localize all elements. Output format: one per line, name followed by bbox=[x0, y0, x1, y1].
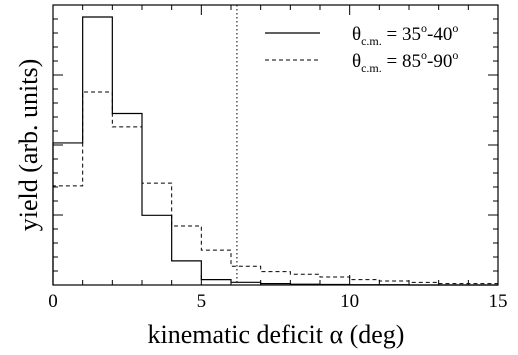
histogram-series-solid bbox=[52, 16, 498, 286]
x-tick-label: 15 bbox=[489, 291, 508, 312]
legend-label-0-sup2: o bbox=[452, 21, 458, 35]
x-axis-title: kinematic deficit α (deg) bbox=[148, 320, 405, 349]
legend-label-1-mid: = 85 bbox=[382, 51, 421, 72]
legend-label-0-base: θ bbox=[352, 24, 361, 45]
legend-label-1-sup1: o bbox=[421, 48, 427, 62]
histogram-series-dashed bbox=[52, 91, 499, 285]
legend: θc.m. = 35o-40o θc.m. = 85o-90o bbox=[265, 21, 458, 75]
legend-label-1: θc.m. = 85o-90o bbox=[352, 48, 458, 75]
x-tick-label: 10 bbox=[340, 291, 359, 312]
plot-frame bbox=[52, 4, 499, 286]
x-tick-label: 5 bbox=[197, 291, 207, 312]
legend-label-0-mid: = 35 bbox=[382, 24, 421, 45]
legend-label-0-dash: -40 bbox=[427, 24, 452, 45]
x-tick-label: 0 bbox=[48, 291, 58, 312]
legend-label-0-sub: c.m. bbox=[361, 34, 382, 48]
legend-label-1-base: θ bbox=[352, 51, 361, 72]
legend-label-1-dash: -90 bbox=[427, 51, 452, 72]
axis-ticks bbox=[52, 4, 499, 286]
histogram-series bbox=[52, 16, 499, 286]
x-tick-labels: 0 5 10 15 bbox=[48, 291, 507, 312]
legend-label-0: θc.m. = 35o-40o bbox=[352, 21, 458, 48]
legend-label-0-sup1: o bbox=[421, 21, 427, 35]
y-axis-title: yield (arb. units) bbox=[14, 59, 43, 232]
legend-label-1-sub: c.m. bbox=[361, 61, 382, 75]
legend-label-1-sup2: o bbox=[452, 48, 458, 62]
